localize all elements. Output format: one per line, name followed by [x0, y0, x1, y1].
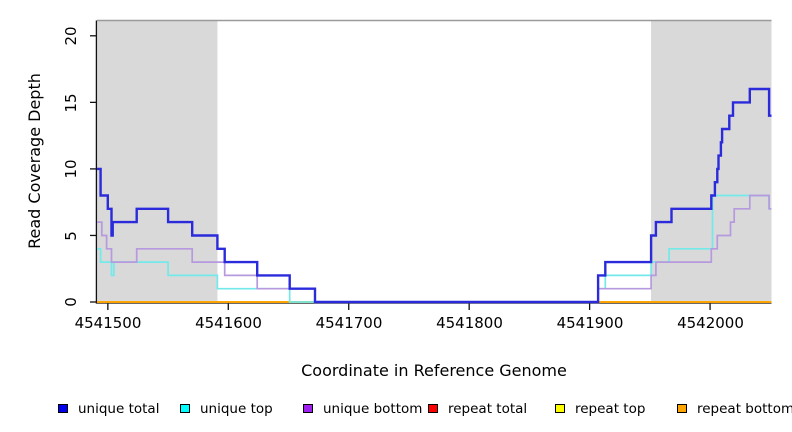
unique-total-swatch — [58, 403, 68, 413]
shaded-region — [97, 20, 218, 302]
unique-top-swatch — [180, 403, 190, 413]
repeat-bottom-swatch — [677, 403, 687, 413]
legend-label: repeat bottom — [697, 401, 792, 417]
x-tick-label: 4541800 — [436, 314, 503, 332]
repeat-top-swatch — [555, 403, 565, 413]
x-tick-label: 4541900 — [556, 314, 624, 332]
y-tick-label: 10 — [62, 159, 80, 179]
y-tick-label: 5 — [62, 230, 80, 241]
y-tick-label: 20 — [62, 26, 80, 46]
unique-bottom-swatch — [303, 403, 313, 413]
x-tick-label: 4541600 — [195, 314, 262, 332]
series-unique-total — [97, 87, 772, 304]
legend-label: repeat total — [448, 401, 528, 417]
legend-label: repeat top — [575, 401, 646, 417]
y-tick-label: 15 — [62, 92, 80, 113]
y-axis-title: Read Coverage Depth — [25, 73, 44, 249]
repeat-total-swatch — [428, 403, 438, 413]
legend-label: unique total — [78, 401, 160, 417]
x-tick-label: 4542000 — [677, 314, 744, 332]
x-axis-title: Coordinate in Reference Genome — [301, 361, 567, 380]
x-tick-label: 4541700 — [315, 314, 383, 332]
legend-label: unique top — [200, 401, 273, 417]
legend-label: unique bottom — [323, 401, 423, 417]
x-tick-label: 4541500 — [74, 314, 142, 332]
